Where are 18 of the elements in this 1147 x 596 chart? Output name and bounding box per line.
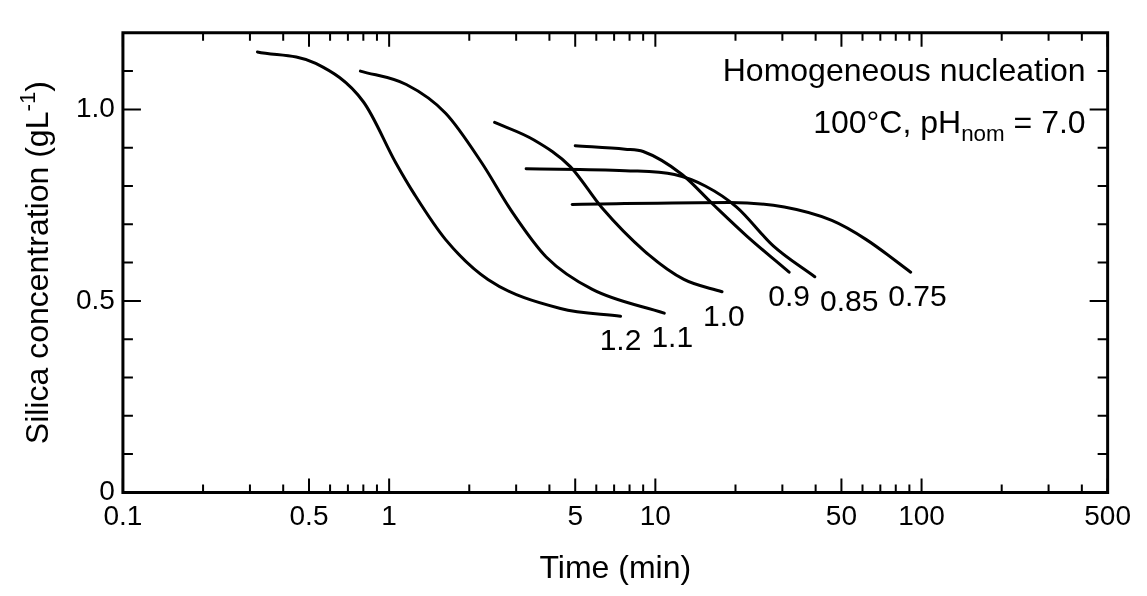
y-axis-title: Silica concentration (gL-1) bbox=[15, 81, 55, 445]
x-tick-label: 1 bbox=[381, 499, 397, 531]
x-tick-label: 100 bbox=[898, 499, 945, 531]
series-label: 0.9 bbox=[768, 279, 810, 313]
x-axis-title: Time (min) bbox=[539, 549, 692, 585]
annotation: Homogeneous nucleation bbox=[722, 51, 1086, 88]
series-label: 1.1 bbox=[651, 320, 694, 354]
series-label: 1.2 bbox=[599, 323, 642, 357]
x-tick-label: 0.5 bbox=[289, 499, 329, 531]
series-label: 0.85 bbox=[819, 283, 879, 317]
y-tick-label: 1.0 bbox=[75, 92, 115, 124]
y-tick-label: 0.5 bbox=[75, 283, 115, 315]
x-tick-label: 500 bbox=[1084, 499, 1131, 531]
x-tick-label: 50 bbox=[825, 499, 858, 531]
series-label: 1.0 bbox=[703, 298, 745, 332]
series-label: 0.75 bbox=[888, 279, 947, 313]
x-tick-label: 5 bbox=[567, 499, 583, 531]
x-tick-label: 10 bbox=[639, 499, 671, 531]
